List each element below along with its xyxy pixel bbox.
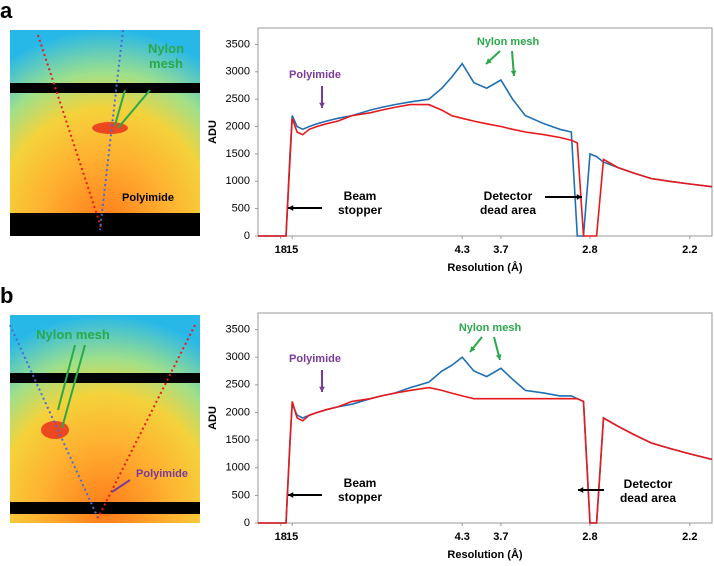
- y-tick-label: 3000: [226, 351, 250, 363]
- y-axis-label: ADU: [207, 120, 219, 144]
- y-tick-label: 500: [232, 203, 250, 215]
- arrow-head: [510, 70, 517, 76]
- arrow-head: [288, 205, 294, 211]
- annotation: Detector dead area: [479, 189, 537, 217]
- panel-label: a: [0, 0, 13, 23]
- series-line: [258, 103, 713, 237]
- y-tick-label: 0: [244, 517, 250, 529]
- annotation: Polyimide: [289, 353, 341, 365]
- annotation: Beam stopper: [337, 189, 382, 217]
- y-tick-label: 3000: [226, 66, 250, 78]
- detector-image-b: [9, 315, 200, 523]
- arrow-head: [495, 354, 502, 360]
- y-tick-label: 2500: [226, 93, 250, 105]
- annotation: Detector dead area: [619, 477, 677, 505]
- arrow-head: [319, 102, 325, 108]
- series-line: [258, 62, 713, 237]
- x-tick-label: 2.2: [682, 244, 697, 256]
- annotation: Polyimide: [289, 69, 341, 81]
- image-label: Nylon mesh: [147, 41, 185, 71]
- y-tick-label: 3500: [226, 323, 250, 335]
- x-tick-label: 15: [286, 531, 298, 543]
- y-tick-label: 2000: [226, 406, 250, 418]
- y-tick-label: 1500: [226, 434, 250, 446]
- y-tick-label: 1000: [226, 462, 250, 474]
- annotation: Nylon mesh: [459, 322, 522, 334]
- x-tick-label: 2.8: [582, 531, 597, 543]
- x-tick-label: 3.7: [493, 531, 508, 543]
- arrow-head: [288, 492, 294, 498]
- x-tick-label: 2.8: [582, 244, 597, 256]
- annotation: Nylon mesh: [477, 36, 540, 48]
- arrow-head: [486, 58, 492, 64]
- x-axis-label: Resolution (Å): [447, 261, 522, 274]
- arrow-head: [470, 346, 476, 352]
- plot-frame: [257, 312, 713, 524]
- series-line: [258, 386, 713, 524]
- y-axis-label: ADU: [207, 406, 219, 430]
- arrow-head: [576, 194, 582, 200]
- y-tick-label: 2500: [226, 379, 250, 391]
- image-label: Polyimide: [122, 192, 174, 204]
- panel-label: b: [0, 283, 14, 308]
- annotation: Beam stopper: [337, 476, 382, 504]
- y-tick-label: 500: [232, 489, 250, 501]
- y-tick-label: 0: [244, 230, 250, 242]
- y-tick-label: 3500: [226, 38, 250, 50]
- x-tick-label: 15: [286, 244, 298, 256]
- x-tick-label: 4.3: [455, 244, 470, 256]
- arrow-head: [319, 386, 325, 392]
- x-axis-label: Resolution (Å): [447, 548, 522, 561]
- image-label: Nylon mesh: [36, 327, 110, 342]
- detector-image-a: [10, 29, 200, 236]
- x-tick-label: 18: [275, 244, 287, 256]
- image-label: Polyimide: [136, 468, 188, 480]
- x-tick-label: 2.2: [682, 531, 697, 543]
- x-tick-label: 3.7: [493, 244, 508, 256]
- x-tick-label: 4.3: [455, 531, 470, 543]
- plot-frame: [257, 27, 713, 237]
- x-tick-label: 18: [275, 531, 287, 543]
- arrow-head: [578, 487, 584, 493]
- y-tick-label: 1000: [226, 175, 250, 187]
- y-tick-label: 1500: [226, 148, 250, 160]
- y-tick-label: 2000: [226, 120, 250, 132]
